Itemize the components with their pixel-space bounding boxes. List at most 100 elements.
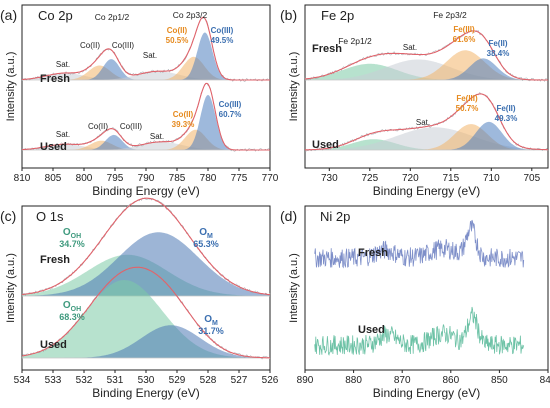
x-tick-label: 715 [442,173,459,184]
species-label: OOH [63,300,81,313]
peak-label: Sat. [403,43,417,52]
sample-name: Fresh [312,43,342,55]
component-peak [22,232,270,296]
component-peak [22,94,270,150]
component-peak [305,121,548,150]
spectrum-used: Used [314,306,525,356]
x-tick-label: 860 [442,375,459,386]
component-peak [22,32,270,80]
species-main: O [199,227,207,238]
peak-label: Co(III) [120,122,143,131]
x-axis-label: Binding Energy (eV) [92,386,199,400]
doublet-annotation: Fe 2p1/2 [338,36,372,46]
fit-envelope [305,93,548,151]
x-tick-label: 785 [169,173,186,184]
x-tick-label: 533 [45,375,62,386]
x-tick-label: 527 [231,375,248,386]
spectrum-fresh: Fresh [21,16,271,85]
sample-name: Fresh [40,73,70,85]
peak-label: 65.3% [193,239,219,249]
x-tick-label: 526 [262,375,279,386]
y-axis-label: Intensity (a.u.) [5,253,17,323]
species-main: O [63,227,71,238]
spectrum-line [314,306,525,356]
sample-name: Fresh [40,254,70,266]
peak-label: Co(III) [219,100,242,109]
x-tick-label: 790 [138,173,155,184]
x-tick-label: 532 [76,375,93,386]
species-subscript: OH [71,233,82,240]
x-tick-label: 531 [107,375,124,386]
x-axis-label: Binding Energy (eV) [373,386,480,400]
x-tick-label: 800 [76,173,93,184]
component-peak [22,65,270,80]
component-peak [22,280,270,358]
peak-label: Co(II) [80,41,100,50]
doublet-annotation: Fe 2p3/2 [433,10,467,20]
species-label: OM [204,314,218,327]
x-tick-label: 775 [231,173,248,184]
x-tick-label: 730 [321,173,338,184]
species-subscript: OH [71,306,82,313]
component-peak [22,141,270,150]
x-tick-label: 530 [138,375,155,386]
peak-label: Co(II) [173,110,194,119]
spectrum-used: Used [304,92,549,152]
species-label: OOH [63,227,81,240]
peak-label: Co(III) [112,41,135,50]
peak-label: Co(II) [88,122,108,131]
x-axis-label: Binding Energy (eV) [92,184,199,198]
fit-envelope [21,16,270,81]
peak-label: 50.5% [166,36,189,45]
panel-label: (b) [280,7,297,23]
x-tick-label: 810 [14,173,31,184]
x-tick-label: 840 [540,375,550,386]
panel-label: (a) [0,7,17,23]
peak-label: Sat. [143,51,157,60]
peak-label: Fe(III) [456,94,478,103]
panel-d: (d) Ni 2p 890 880 870 860 850 840 Binding Energy… [280,205,550,400]
element-title: Fe 2p [321,8,354,23]
peak-label: 49.3% [495,114,518,123]
species-main: O [204,314,212,325]
peak-label: 31.7% [198,326,224,336]
x-axis-label: Binding Energy (eV) [373,184,480,198]
peak-label: Sat. [56,60,70,69]
spectrum-used: Used [21,266,271,360]
x-tick-label: 528 [200,375,217,386]
peak-label: Sat. [416,118,430,127]
x-tick-label: 770 [262,173,279,184]
peak-label: Fe(III) [453,25,475,34]
element-title: Ni 2p [320,209,350,224]
x-tick-label: 890 [297,375,314,386]
spectrum-used: Used [21,82,271,153]
peak-label: Sat. [150,132,164,141]
spectrum-fresh: Fresh [314,219,525,269]
x-tick-label: 725 [361,173,378,184]
x-tick-label: 705 [523,173,540,184]
x-tick-label: 795 [107,173,124,184]
peak-label: Co(III) [211,26,234,35]
peak-label: Fe(II) [496,104,515,113]
doublet-annotation: Co 2p1/2 [95,12,130,22]
fit-envelope [21,197,271,296]
species-main: O [63,300,71,311]
y-axis-label: Intensity (a.u.) [5,52,17,122]
spectrum-fresh: Fresh [21,197,271,297]
fit-envelope [21,82,270,151]
x-tick-label: 870 [394,375,411,386]
species-subscript: M [212,320,218,327]
doublet-annotation: Co 2p3/2 [173,10,208,20]
component-peak [305,59,548,80]
sample-name: Used [40,141,67,153]
spectrum-line [314,219,525,269]
x-tick-label: 720 [402,173,419,184]
species-subscript: M [207,233,213,240]
peak-label: 49.5% [211,36,234,45]
peak-label: 39.3% [172,120,195,129]
panel-label: (d) [280,208,297,224]
peak-label: Sat. [56,130,70,139]
element-title: Co 2p [38,8,73,23]
y-axis-label: Intensity (a.u.) [288,52,300,122]
